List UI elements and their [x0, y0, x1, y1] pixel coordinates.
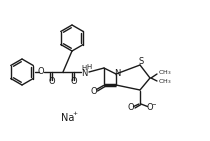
Text: S: S: [138, 57, 144, 66]
Text: H: H: [82, 66, 87, 71]
Text: O: O: [71, 78, 77, 86]
Text: CH$_3$: CH$_3$: [158, 69, 172, 77]
Text: CH$_3$: CH$_3$: [158, 78, 172, 86]
Text: N: N: [114, 70, 120, 79]
Text: O: O: [49, 78, 55, 86]
Text: O: O: [91, 86, 97, 95]
Text: O: O: [128, 103, 134, 113]
Text: N: N: [81, 69, 88, 78]
Text: H: H: [86, 64, 92, 70]
Text: O: O: [147, 103, 153, 113]
Text: $^+$: $^+$: [71, 111, 79, 120]
Text: O: O: [38, 68, 44, 77]
Text: Na: Na: [61, 113, 75, 123]
Text: $^-$: $^-$: [150, 101, 158, 110]
